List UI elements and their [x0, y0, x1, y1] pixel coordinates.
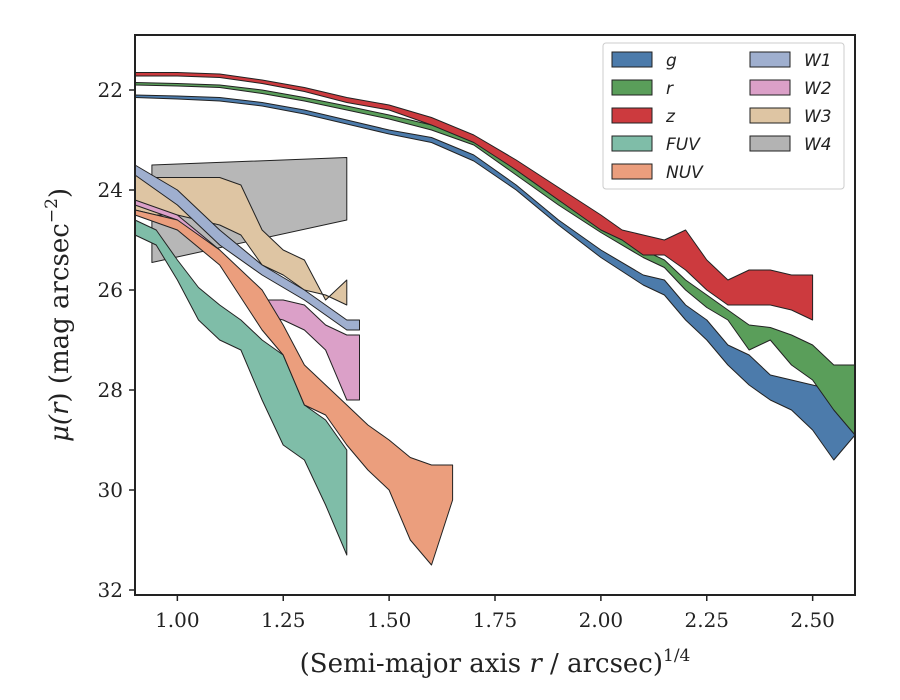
- legend-label-w4: W4: [804, 135, 832, 155]
- legend-swatch-fuv: [611, 135, 653, 152]
- series-band-fuv: [134, 219, 348, 556]
- legend: grz FUV NUV W1 W2 W3 W4: [602, 42, 845, 190]
- y-axis-label: μ(r) (mag arcsec−2): [42, 188, 75, 442]
- legend-swatch-r: [611, 79, 653, 96]
- legend-swatch-w1: [749, 51, 791, 68]
- legend-swatch-w4: [749, 135, 791, 152]
- legend-label-g: g: [666, 51, 677, 71]
- x-tick-label: 1.50: [367, 608, 412, 632]
- series-band-z: [134, 72, 814, 321]
- legend-swatch-w3: [749, 107, 791, 124]
- y-tick-label: 28: [98, 378, 123, 402]
- series-band-w1: [134, 164, 360, 331]
- y-tick-label: 24: [98, 178, 123, 202]
- y-tick-label: 26: [98, 278, 123, 302]
- legend-label-z: z: [665, 107, 676, 127]
- y-tick-label: 32: [98, 578, 123, 602]
- legend-swatch-w2: [749, 79, 791, 96]
- legend-label-w2: W2: [804, 79, 832, 99]
- legend-swatch-nuv: [611, 163, 653, 180]
- series-layer: [134, 72, 856, 566]
- y-tick-label: 22: [98, 78, 123, 102]
- y-tick-label: 30: [98, 478, 123, 502]
- legend-label-r: r: [666, 79, 674, 99]
- series-band-nuv: [134, 209, 454, 566]
- x-tick-label: 2.25: [684, 608, 729, 632]
- legend-swatch-g: [611, 51, 653, 68]
- x-axis-label: (Semi-major axis r / arcsec)1/4: [300, 646, 691, 679]
- x-tick-label: 1.75: [473, 608, 518, 632]
- legend-swatch-z: [611, 107, 653, 124]
- legend-label-w3: W3: [804, 107, 832, 127]
- legend-label-fuv: FUV: [666, 135, 701, 155]
- x-tick-label: 2.00: [579, 608, 624, 632]
- axes-layer: 1.00 1.25 1.50 1.75 2.00 2.25 2.50 22 24 26 28 30 32: [98, 78, 835, 632]
- x-tick-label: 1.25: [261, 608, 306, 632]
- legend-label-w1: W1: [804, 51, 832, 71]
- legend-label-nuv: NUV: [666, 163, 704, 183]
- x-tick-label: 2.50: [790, 608, 835, 632]
- x-tick-label: 1.00: [155, 608, 200, 632]
